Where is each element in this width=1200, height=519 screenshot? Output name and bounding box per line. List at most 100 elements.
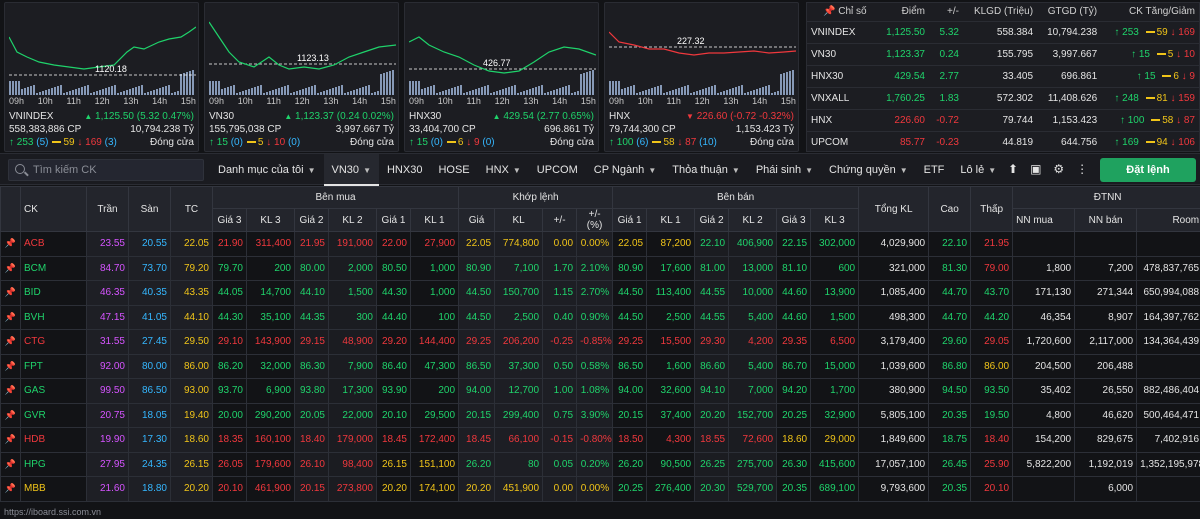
stock-symbol[interactable]: BID xyxy=(20,280,87,306)
pin-icon[interactable]: 📌 xyxy=(0,255,21,281)
pin-icon[interactable]: 📌 xyxy=(0,451,21,477)
ask-1-price[interactable]: 80.90 xyxy=(612,255,648,281)
place-order-button[interactable]: Đặt lệnh xyxy=(1100,158,1196,182)
tab-danh-mục-của-tôi[interactable]: Danh mục của tôi ▼ xyxy=(218,164,316,176)
ask-3-price[interactable]: 18.60 xyxy=(776,427,812,453)
bid-3-price[interactable]: 20.00 xyxy=(212,402,247,428)
stock-row[interactable]: 📌 BCM 84.70 73.70 79.20 79.70 200 80.00 2,000 80.… xyxy=(0,255,1200,281)
bid-3-price[interactable]: 26.05 xyxy=(212,451,247,477)
ask-1-price[interactable]: 86.50 xyxy=(612,353,648,379)
ask-2-price[interactable]: 18.55 xyxy=(694,427,730,453)
search-input[interactable]: Tìm kiếm CK xyxy=(8,159,204,181)
ask-3-price[interactable]: 86.70 xyxy=(776,353,812,379)
ask-3-price[interactable]: 81.10 xyxy=(776,255,812,281)
tab-phái-sinh[interactable]: Phái sinh ▼ xyxy=(755,164,813,176)
bid-1-price[interactable]: 20.10 xyxy=(376,402,411,428)
excel-export-icon[interactable]: ▣ xyxy=(1030,162,1042,176)
bid-2-price[interactable]: 20.05 xyxy=(294,402,329,428)
more-icon[interactable]: ⋮ xyxy=(1076,162,1089,176)
bid-2-price[interactable]: 20.15 xyxy=(294,476,329,502)
pin-icon[interactable]: 📌 xyxy=(0,427,21,453)
stock-row[interactable]: 📌 GAS 99.50 86.50 93.00 93.70 6,900 93.80 17,300… xyxy=(0,378,1200,404)
ask-2-price[interactable]: 26.25 xyxy=(694,451,730,477)
ask-3-price[interactable]: 26.30 xyxy=(776,451,812,477)
stock-row[interactable]: 📌 BID 46.35 40.35 43.35 44.05 14,700 44.10 1,500… xyxy=(0,280,1200,306)
ask-2-price[interactable]: 20.30 xyxy=(694,476,730,502)
tab-thỏa-thuận[interactable]: Thỏa thuận ▼ xyxy=(672,164,740,176)
stock-row[interactable]: 📌 ACB 23.55 20.55 22.05 21.90 311,400 21.95 191,… xyxy=(0,231,1200,257)
ask-3-price[interactable]: 20.35 xyxy=(776,476,812,502)
bid-2-price[interactable]: 26.10 xyxy=(294,451,329,477)
bid-1-price[interactable]: 29.20 xyxy=(376,329,411,355)
tab-hnx[interactable]: HNX ▼ xyxy=(485,164,521,176)
bid-2-price[interactable]: 44.10 xyxy=(294,280,329,306)
index-row[interactable]: UPCOM 85.77 -0.23 44.819 644.756 ↑ 169 94 ↓ 1… xyxy=(807,131,1199,154)
ask-3-price[interactable]: 94.20 xyxy=(776,378,812,404)
bid-2-price[interactable]: 18.40 xyxy=(294,427,329,453)
pin-icon[interactable]: 📌 xyxy=(0,329,21,355)
chart-vnindex[interactable]: 1120.18 09h 10h 11h 12h 13h 14h 15h VNINDEX ▲ 1,1… xyxy=(4,2,199,152)
index-row[interactable]: VN30 1,123.37 0.24 155.795 3,997.667 ↑ 15 5 ↓… xyxy=(807,43,1199,66)
chart-hnx30[interactable]: 426.77 09h 10h 11h 12h 13h 14h 15h HNX30 ▲ 429.54… xyxy=(404,2,599,152)
bid-1-price[interactable]: 18.45 xyxy=(376,427,411,453)
pin-icon[interactable]: 📌 xyxy=(0,378,21,404)
tab-etf[interactable]: ETF xyxy=(923,164,945,176)
stock-row[interactable]: 📌 FPT 92.00 80.00 86.00 86.20 32,000 86.30 7,900… xyxy=(0,353,1200,379)
gear-icon[interactable]: ⚙ xyxy=(1053,162,1065,176)
bid-3-price[interactable]: 93.70 xyxy=(212,378,247,404)
bid-3-price[interactable]: 20.10 xyxy=(212,476,247,502)
index-row[interactable]: VNXALL 1,760.25 1.83 572.302 11,408.626 ↑ 248… xyxy=(807,87,1199,110)
pin-icon[interactable]: 📌 xyxy=(0,353,21,379)
pin-icon[interactable]: 📌 xyxy=(0,231,21,257)
ask-1-price[interactable]: 94.00 xyxy=(612,378,648,404)
bid-3-price[interactable]: 44.30 xyxy=(212,304,247,330)
index-row[interactable]: HNX30 429.54 2.77 33.405 696.861 ↑ 15 6 ↓ 9 xyxy=(807,65,1199,88)
pin-icon[interactable]: 📌 xyxy=(0,304,21,330)
stock-symbol[interactable]: GAS xyxy=(20,378,87,404)
stock-symbol[interactable]: BVH xyxy=(20,304,87,330)
stock-row[interactable]: 📌 CTG 31.55 27.45 29.50 29.10 143,900 29.15 48,9… xyxy=(0,329,1200,355)
ask-2-price[interactable]: 22.10 xyxy=(694,231,730,257)
ask-2-price[interactable]: 20.20 xyxy=(694,402,730,428)
tab-hose[interactable]: HOSE xyxy=(438,164,470,176)
bid-3-price[interactable]: 18.35 xyxy=(212,427,247,453)
bid-3-price[interactable]: 21.90 xyxy=(212,231,247,257)
index-row[interactable]: HNX 226.60 -0.72 79.744 1,153.423 ↑ 100 58 ↓ … xyxy=(807,109,1199,132)
bid-1-price[interactable]: 80.50 xyxy=(376,255,411,281)
bid-2-price[interactable]: 93.80 xyxy=(294,378,329,404)
ask-3-price[interactable]: 44.60 xyxy=(776,280,812,306)
ask-1-price[interactable]: 44.50 xyxy=(612,304,648,330)
bid-1-price[interactable]: 20.20 xyxy=(376,476,411,502)
stock-symbol[interactable]: ACB xyxy=(20,231,87,257)
ask-3-price[interactable]: 20.25 xyxy=(776,402,812,428)
ask-2-price[interactable]: 44.55 xyxy=(694,304,730,330)
bid-1-price[interactable]: 26.15 xyxy=(376,451,411,477)
bid-1-price[interactable]: 44.30 xyxy=(376,280,411,306)
bid-3-price[interactable]: 44.05 xyxy=(212,280,247,306)
bid-2-price[interactable]: 29.15 xyxy=(294,329,329,355)
stock-row[interactable]: 📌 HPG 27.95 24.35 26.15 26.05 179,600 26.10 98,4… xyxy=(0,451,1200,477)
bid-2-price[interactable]: 21.95 xyxy=(294,231,329,257)
stock-row[interactable]: 📌 BVH 47.15 41.05 44.10 44.30 35,100 44.35 300 44… xyxy=(0,304,1200,330)
ask-3-price[interactable]: 22.15 xyxy=(776,231,812,257)
stock-symbol[interactable]: CTG xyxy=(20,329,87,355)
bid-3-price[interactable]: 29.10 xyxy=(212,329,247,355)
chart-hnx[interactable]: 227.32 09h 10h 11h 12h 13h 14h 15h HNX ▼ 226.60 (… xyxy=(604,2,799,152)
bid-1-price[interactable]: 22.00 xyxy=(376,231,411,257)
bid-2-price[interactable]: 86.30 xyxy=(294,353,329,379)
tab-lô-lẻ[interactable]: Lô lẻ ▼ xyxy=(960,164,997,176)
ask-2-price[interactable]: 86.60 xyxy=(694,353,730,379)
tab-upcom[interactable]: UPCOM xyxy=(536,164,578,176)
tab-cp-ngành[interactable]: CP Ngành ▼ xyxy=(593,164,657,176)
ask-3-price[interactable]: 44.60 xyxy=(776,304,812,330)
stock-symbol[interactable]: HDB xyxy=(20,427,87,453)
tab-chứng-quyền[interactable]: Chứng quyền ▼ xyxy=(829,164,908,176)
stock-symbol[interactable]: MBB xyxy=(20,476,87,502)
bid-2-price[interactable]: 80.00 xyxy=(294,255,329,281)
ask-3-price[interactable]: 29.35 xyxy=(776,329,812,355)
bid-3-price[interactable]: 79.70 xyxy=(212,255,247,281)
bid-1-price[interactable]: 93.90 xyxy=(376,378,411,404)
pin-icon[interactable]: 📌 xyxy=(0,280,21,306)
pin-icon[interactable]: 📌 xyxy=(0,402,21,428)
ask-1-price[interactable]: 20.25 xyxy=(612,476,648,502)
